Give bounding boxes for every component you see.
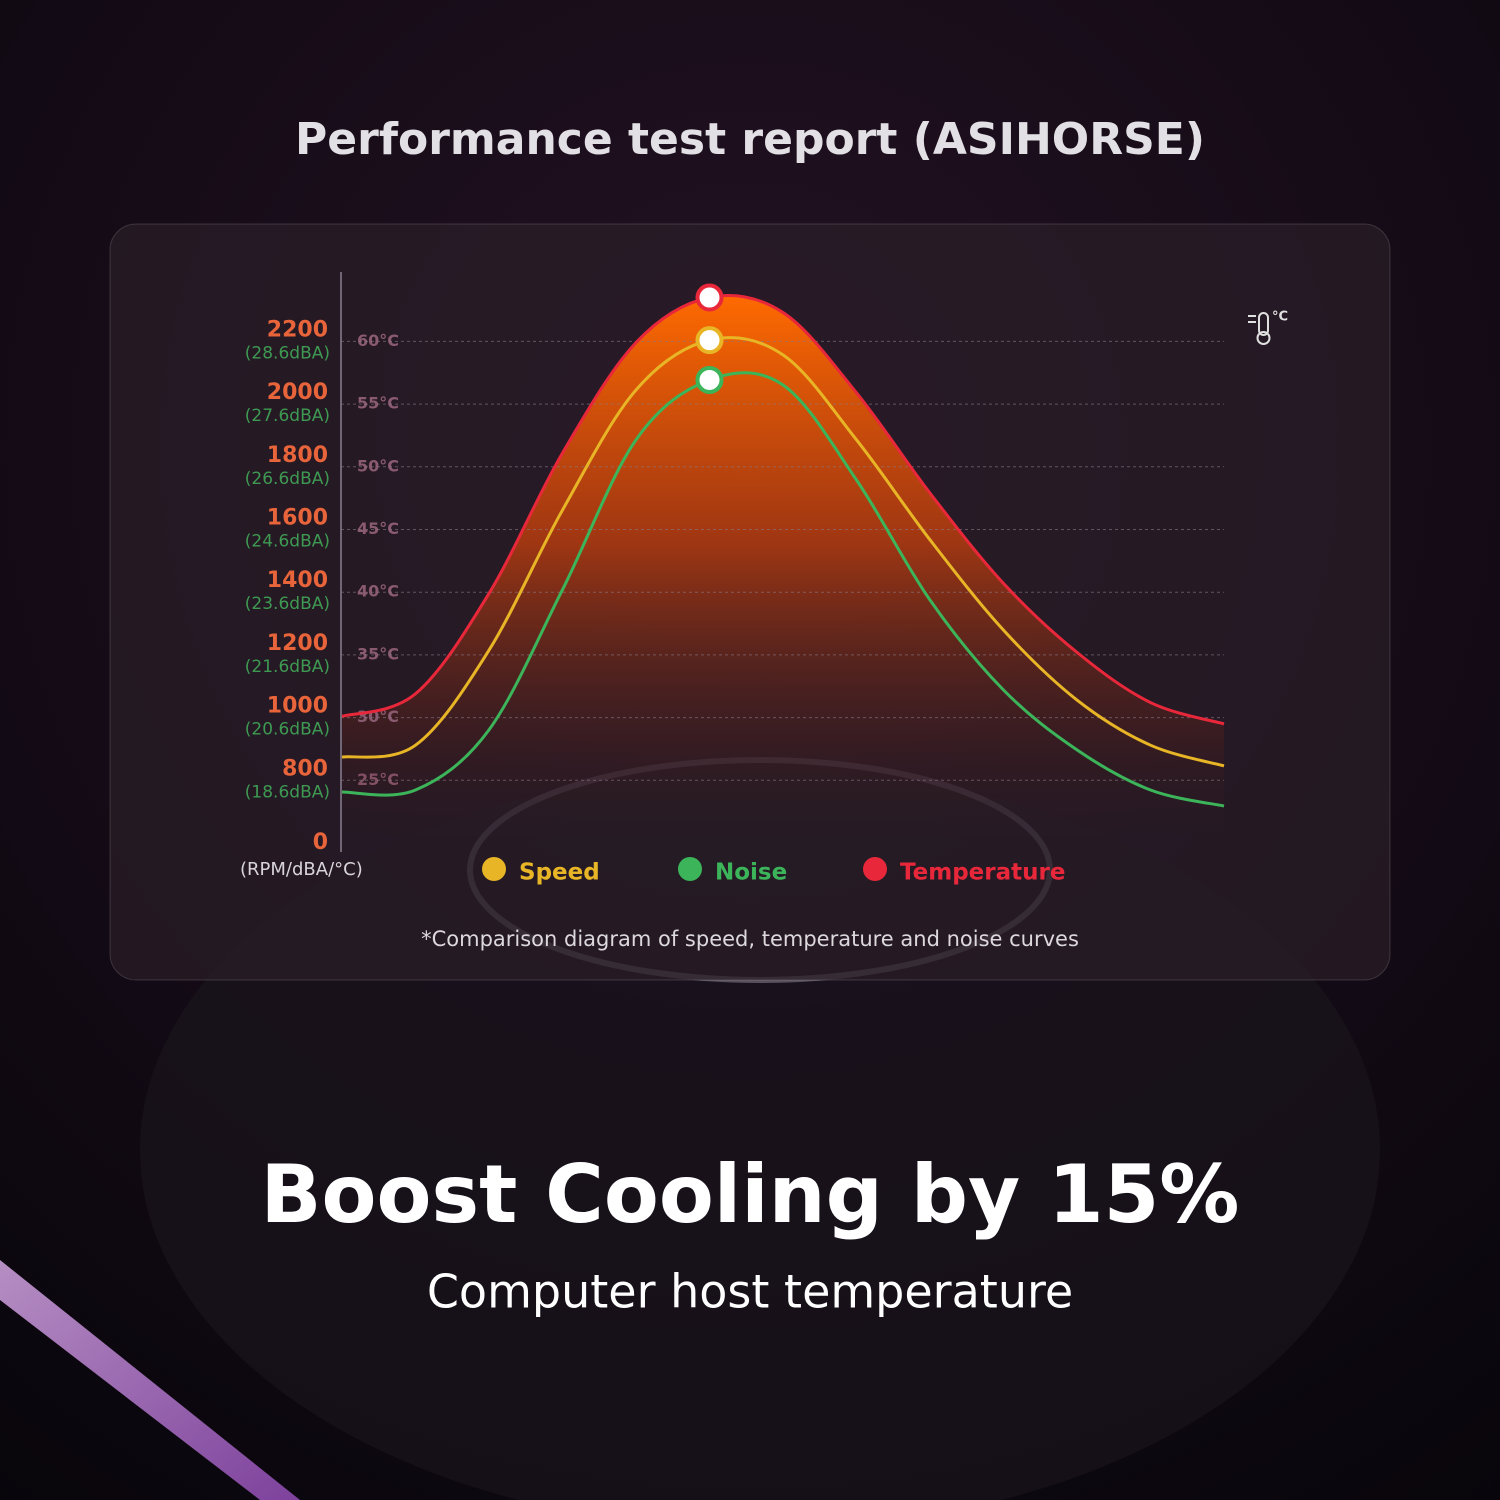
y-tick-label: 0 [313, 830, 328, 855]
peak-marker [695, 283, 724, 312]
y-tick-dba-label: (24.6dBA) [245, 532, 330, 552]
light-strip [0, 1260, 300, 1500]
series-line [341, 294, 1225, 726]
y-tick-dba-label: (18.6dBA) [245, 782, 330, 802]
y-tick-label: 1600 [267, 506, 328, 531]
footnote: *Comparison diagram of speed, temperatur… [421, 927, 1079, 951]
y2-tick-label: 35°C [357, 644, 399, 663]
legend-label: Temperature [900, 860, 1065, 886]
thermometer-icon [1248, 312, 1271, 345]
headline: Boost Cooling by 15% [261, 1148, 1240, 1241]
series-line [341, 371, 1225, 808]
y2-tick-label: 55°C [357, 394, 399, 413]
y-tick-dba-label: (28.6dBA) [245, 343, 330, 363]
y-tick-label: 1400 [267, 568, 328, 593]
temperature-area [342, 295, 1224, 843]
y-tick-dba-label: (23.6dBA) [245, 594, 330, 614]
y-tick-dba-label: (21.6dBA) [245, 657, 330, 677]
peak-marker [695, 365, 724, 394]
y-tick-label: 2000 [267, 380, 328, 405]
legend-swatch [678, 857, 702, 881]
legend-swatch [482, 857, 506, 881]
series-line [341, 336, 1225, 768]
legend-label: Speed [519, 860, 600, 886]
y-tick-label: 2200 [267, 317, 328, 342]
axis-unit-label: (RPM/dBA/°C) [240, 859, 363, 880]
y-tick-dba-label: (27.6dBA) [245, 406, 330, 426]
y-tick-label: 1000 [267, 694, 328, 719]
y-tick-label: 1200 [267, 631, 328, 656]
subheadline: Computer host temperature [427, 1265, 1073, 1319]
y-tick-label: 800 [282, 756, 328, 781]
legend-label: Noise [715, 860, 787, 886]
legend-swatch [863, 857, 887, 881]
y-tick-dba-label: (20.6dBA) [245, 720, 330, 740]
y2-tick-label: 45°C [357, 519, 399, 538]
y-tick-label: 1800 [267, 443, 328, 468]
y2-tick-label: 40°C [357, 582, 399, 601]
y2-tick-label: 50°C [357, 456, 399, 475]
peak-marker [695, 326, 724, 355]
y2-unit-label: °C [1272, 310, 1288, 325]
y2-tick-label: 60°C [357, 331, 399, 350]
chart-title: Performance test report (ASIHORSE) [295, 114, 1205, 165]
y-tick-dba-label: (26.6dBA) [245, 469, 330, 489]
